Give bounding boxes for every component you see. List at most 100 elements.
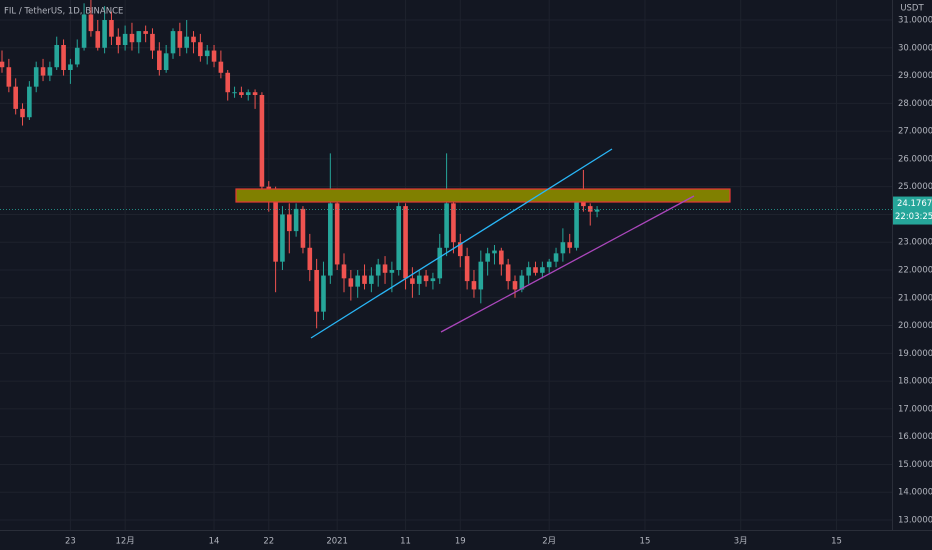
candle-body bbox=[314, 270, 319, 312]
y-tick-label: 15.0000 bbox=[898, 460, 932, 470]
candle-body bbox=[204, 50, 210, 57]
x-tick-label: 19 bbox=[455, 537, 466, 547]
candle-body bbox=[430, 278, 436, 282]
candle-body bbox=[286, 214, 292, 232]
trend-line-lower bbox=[440, 195, 695, 333]
candle-body bbox=[6, 67, 12, 87]
candle-body bbox=[27, 86, 32, 118]
current-price-label: 24.1767 bbox=[897, 199, 932, 209]
y-tick-label: 20.0000 bbox=[898, 321, 932, 331]
candle-body bbox=[115, 36, 121, 45]
candle-body bbox=[594, 209, 600, 212]
candle-body bbox=[334, 203, 340, 265]
currency-label: USDT bbox=[900, 4, 924, 14]
candle-body bbox=[81, 14, 87, 48]
trend-line-upper bbox=[310, 148, 613, 339]
candle-body bbox=[546, 261, 552, 268]
countdown-label: 22:03:25 bbox=[895, 212, 932, 222]
y-tick-label: 13.0000 bbox=[898, 516, 932, 526]
candle-body bbox=[163, 53, 169, 70]
candle-body bbox=[382, 264, 388, 273]
candle-body bbox=[369, 275, 374, 284]
y-tick-label: 18.0000 bbox=[898, 377, 932, 387]
candle-body bbox=[533, 267, 538, 273]
price-label-box bbox=[893, 196, 932, 225]
candle-body bbox=[61, 45, 66, 70]
candle-body bbox=[170, 31, 176, 54]
y-tick-label: 26.0000 bbox=[898, 154, 932, 164]
y-tick-label: 16.0000 bbox=[898, 432, 932, 442]
candle-body bbox=[519, 275, 525, 290]
y-tick-label: 21.0000 bbox=[898, 293, 932, 303]
candle-body bbox=[505, 264, 511, 282]
y-tick-label: 31.0000 bbox=[898, 16, 932, 26]
candle-body bbox=[410, 278, 415, 284]
candle-body bbox=[232, 92, 237, 94]
axes: 13.0000 14.0000 15.0000 16.0000 17.0000 18.00… bbox=[65, 16, 932, 547]
candle-body bbox=[396, 206, 402, 270]
candle-body bbox=[129, 33, 135, 43]
resistance-zone bbox=[235, 188, 731, 203]
y-tick-label: 27.0000 bbox=[898, 127, 932, 137]
candle-body bbox=[40, 67, 46, 76]
candle-body bbox=[348, 278, 354, 287]
candle-body bbox=[567, 242, 573, 248]
candle-body bbox=[444, 203, 449, 248]
candle-body bbox=[478, 261, 484, 290]
y-tick-label: 29.0000 bbox=[898, 71, 932, 81]
candle-body bbox=[136, 31, 142, 43]
x-tick-label: 14 bbox=[209, 537, 220, 547]
candle-body bbox=[0, 61, 5, 68]
candle-body bbox=[457, 242, 463, 257]
candle-body bbox=[300, 208, 306, 248]
candle-body bbox=[553, 253, 559, 262]
candle-body bbox=[88, 14, 94, 32]
y-tick-label: 17.0000 bbox=[898, 404, 932, 414]
candle-body bbox=[122, 33, 128, 45]
candle-body bbox=[471, 281, 477, 290]
candle-body bbox=[273, 197, 278, 262]
candle-body bbox=[157, 50, 162, 70]
x-tick-label: 2月 bbox=[542, 537, 556, 547]
candle-body bbox=[102, 20, 107, 48]
candle-body bbox=[177, 31, 183, 48]
candle-body bbox=[143, 31, 148, 34]
x-tick-label: 12月 bbox=[115, 537, 134, 547]
candle-body bbox=[492, 250, 497, 254]
candles bbox=[0, 0, 892, 329]
candle-body bbox=[328, 203, 333, 276]
candle-body bbox=[423, 275, 429, 282]
chart-title: FIL / TetherUS, 1D, BINANCE bbox=[4, 7, 123, 17]
y-tick-label: 22.0000 bbox=[898, 266, 932, 276]
candle-body bbox=[355, 275, 360, 287]
candle-body bbox=[307, 247, 313, 270]
candle-body bbox=[68, 64, 73, 70]
candle-body bbox=[389, 270, 395, 273]
candle-body bbox=[526, 267, 531, 276]
y-tick-label: 28.0000 bbox=[898, 99, 932, 109]
candle-body bbox=[239, 92, 244, 95]
candle-body bbox=[451, 203, 456, 243]
candle-body bbox=[150, 33, 155, 51]
candle-body bbox=[560, 242, 566, 254]
candle-body bbox=[47, 67, 53, 76]
candle-body bbox=[437, 247, 443, 279]
candle-body bbox=[184, 36, 189, 48]
y-tick-label: 19.0000 bbox=[898, 349, 932, 359]
x-tick-label: 11 bbox=[400, 537, 411, 547]
candle-body bbox=[464, 256, 470, 282]
y-tick-label: 23.0000 bbox=[898, 238, 932, 248]
candle-body bbox=[574, 197, 579, 248]
candle-body bbox=[74, 47, 80, 65]
candle-body bbox=[245, 92, 251, 95]
y-tick-label: 30.0000 bbox=[898, 43, 932, 53]
candle-body bbox=[341, 264, 347, 279]
candle-body bbox=[485, 253, 490, 262]
candle-body bbox=[293, 208, 299, 232]
candle-body bbox=[13, 86, 18, 109]
candle-body bbox=[95, 31, 101, 48]
x-tick-label: 15 bbox=[831, 537, 842, 547]
y-tick-label: 14.0000 bbox=[898, 488, 932, 498]
candle-body bbox=[499, 250, 504, 265]
candle-body bbox=[211, 50, 217, 62]
